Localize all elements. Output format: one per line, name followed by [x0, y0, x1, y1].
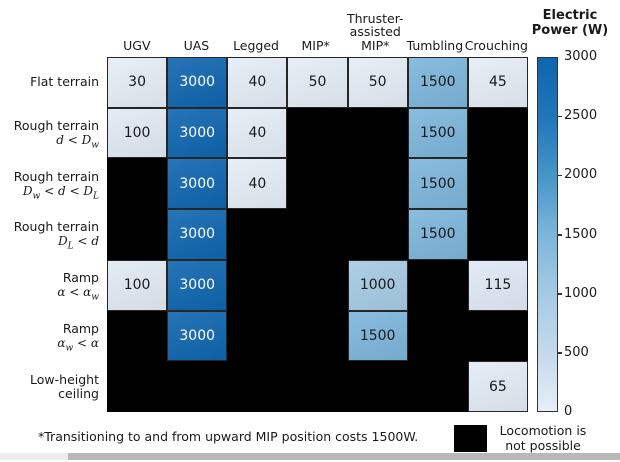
heatmap-cell: 40	[227, 107, 288, 159]
colorbar-tick-label: 500	[564, 344, 589, 360]
row-label: Low-height ceiling	[30, 371, 99, 401]
heatmap-cell	[407, 310, 468, 362]
legend-blocked-label: Locomotion is not possible	[490, 423, 596, 453]
heatmap-cell	[287, 107, 348, 159]
heatmap-cell	[347, 158, 408, 210]
heatmap-cell	[107, 310, 168, 362]
colorbar-tick-mark	[558, 115, 562, 118]
row-label: Ramp αw < α	[57, 320, 99, 354]
colorbar-tick-label: 2500	[564, 108, 598, 124]
heatmap-cell: 100	[107, 107, 168, 159]
column-header: Crouching	[464, 37, 528, 53]
heatmap-cell	[167, 361, 228, 412]
footnote: *Transitioning to and from upward MIP po…	[38, 429, 419, 444]
heatmap-cell: 65	[467, 361, 528, 412]
heatmap-cell	[467, 209, 528, 260]
heatmap-cell	[347, 361, 408, 412]
heatmap-cell: 1500	[407, 158, 468, 210]
heatmap-cell	[227, 361, 288, 412]
colorbar-tick-mark	[558, 234, 562, 236]
colorbar-ticks: 3000 2500 2000 1500 1000 500 0	[537, 49, 619, 419]
colorbar-tick-mark	[558, 174, 562, 177]
row-label: Ramp α < αw	[57, 270, 99, 303]
heatmap-cell: 1000	[347, 259, 408, 311]
column-header: Legged	[233, 37, 279, 53]
heatmap-cell: 3000	[167, 57, 228, 108]
heatmap-cell	[287, 361, 348, 412]
row-label: Rough terrain DL < d	[13, 219, 99, 252]
heatmap-cell	[287, 259, 348, 311]
column-header: UAS	[183, 37, 210, 53]
colorbar-tick-label: 3000	[564, 49, 598, 64]
heatmap-cell	[287, 310, 348, 362]
heatmap-grid: 30 3000 40 50 50 1500 45 100 3000 40 1500 3000 40 150…	[107, 57, 528, 412]
heatmap-cell: 3000	[167, 209, 228, 260]
row-label: Rough terrain Dw < d < DL	[13, 168, 99, 202]
heatmap-cell: 1500	[407, 209, 468, 260]
row-label: Flat terrain	[30, 74, 99, 90]
heatmap-cell: 115	[467, 259, 528, 311]
heatmap-cell	[227, 209, 288, 260]
heatmap-cell	[107, 158, 168, 210]
colorbar-tick-label: 2000	[564, 167, 598, 183]
heatmap-cell: 40	[227, 158, 288, 210]
heatmap-cell: 50	[347, 57, 408, 108]
horizontal-scrollbar-thumb[interactable]	[68, 453, 620, 460]
heatmap-cell	[407, 259, 468, 311]
heatmap-cell: 40	[227, 57, 288, 108]
column-header: Tumbling	[406, 37, 464, 53]
colorbar-tick-mark	[558, 352, 562, 354]
column-header: Thruster- assisted MIP*	[346, 10, 404, 53]
legend-label-line2: not possible	[505, 438, 581, 453]
heatmap-cell	[287, 209, 348, 260]
heatmap-cell: 100	[107, 259, 168, 311]
heatmap-cell: 3000	[167, 107, 228, 159]
heatmap-cell: 3000	[167, 310, 228, 362]
heatmap-cell: 30	[107, 57, 168, 108]
heatmap-cell	[467, 107, 528, 159]
heatmap-cell: 45	[467, 57, 528, 108]
colorbar-tick-label: 0	[564, 404, 573, 419]
colorbar-tick-label: 1000	[564, 285, 598, 301]
column-header: MIP*	[301, 37, 330, 53]
colorbar-gradient	[537, 57, 558, 412]
heatmap-cell: 3000	[167, 259, 228, 311]
colorbar-title-line1: Electric	[542, 8, 598, 23]
colorbar-tick-label: 1500	[564, 226, 598, 242]
heatmap-cell: 1500	[347, 310, 408, 362]
colorbar-tick-mark	[558, 293, 562, 295]
colorbar-title: Electric Power (W)	[520, 8, 620, 38]
heatmap-cell	[347, 107, 408, 159]
heatmap-cell: 1500	[407, 57, 468, 108]
heatmap-cell	[407, 361, 468, 412]
legend-blocked-swatch	[454, 425, 487, 452]
heatmap-cell	[107, 361, 168, 412]
row-labels: Flat terrain Rough terrain d < Dw Rough ter…	[0, 57, 104, 412]
row-label: Rough terrain d < Dw	[13, 118, 99, 151]
colorbar-title-line2: Power (W)	[531, 23, 609, 38]
column-headers: UGV UAS Legged MIP* Thruster- assisted MIP* T…	[107, 0, 528, 55]
heatmap-cell: 3000	[167, 158, 228, 210]
legend-label-line1: Locomotion is	[499, 423, 587, 438]
heatmap-cell	[467, 158, 528, 210]
heatmap-cell: 1500	[407, 107, 468, 159]
heatmap-cell	[347, 209, 408, 260]
heatmap-cell	[107, 209, 168, 260]
heatmap-cell	[227, 310, 288, 362]
column-header: UGV	[123, 37, 151, 53]
heatmap-cell	[467, 310, 528, 362]
heatmap-cell	[227, 259, 288, 311]
heatmap-cell	[287, 158, 348, 210]
heatmap-cell: 50	[287, 57, 348, 108]
horizontal-scrollbar-track[interactable]	[0, 453, 620, 460]
